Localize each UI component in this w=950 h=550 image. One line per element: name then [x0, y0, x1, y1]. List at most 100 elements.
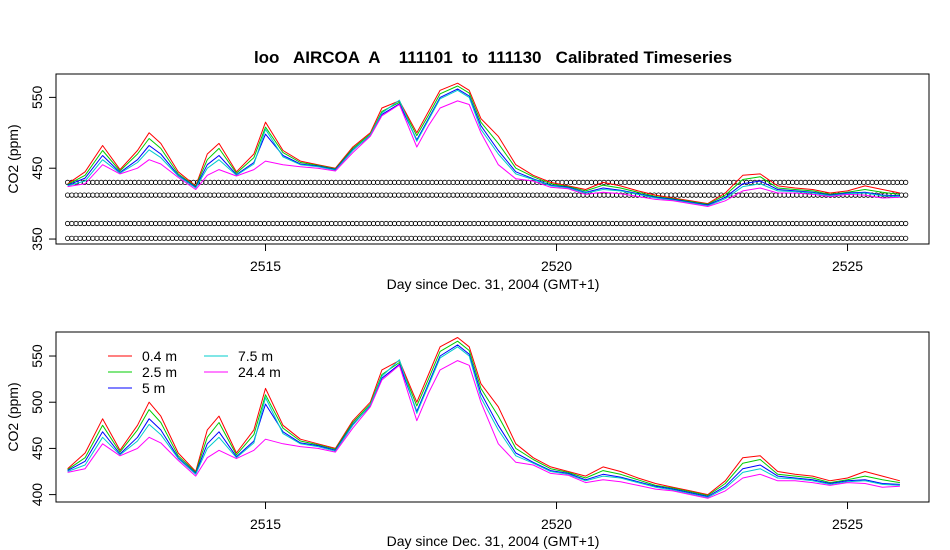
calibration-point	[865, 235, 871, 241]
calibration-point	[425, 235, 431, 241]
calibration-point	[328, 192, 335, 198]
calibration-point	[157, 192, 163, 198]
calibration-point	[333, 235, 339, 241]
calibration-point	[504, 179, 511, 185]
calibration-point	[387, 235, 393, 241]
calibration-point	[391, 192, 398, 198]
bottom-series-line-2	[67, 340, 900, 496]
calibration-point	[433, 179, 439, 185]
calibration-point	[597, 192, 603, 198]
calibration-point	[823, 179, 829, 185]
calibration-point	[391, 179, 398, 185]
calibration-point	[375, 179, 381, 185]
calibration-point	[400, 220, 406, 227]
calibration-point	[404, 179, 410, 185]
calibration-point	[295, 192, 301, 198]
calibration-point	[785, 220, 792, 227]
calibration-point	[308, 179, 314, 185]
calibration-point	[739, 235, 745, 241]
calibration-point	[894, 235, 900, 241]
calibration-point	[764, 220, 771, 227]
calibration-point	[291, 220, 297, 227]
calibration-point	[463, 179, 469, 185]
calibration-point	[798, 235, 804, 241]
calibration-point	[341, 192, 347, 198]
calibration-point	[551, 192, 557, 198]
calibration-point	[727, 220, 733, 227]
calibration-point	[567, 192, 574, 198]
calibration-point	[815, 220, 821, 227]
calibration-point	[341, 220, 347, 227]
calibration-point	[517, 192, 523, 198]
calibration-point	[903, 179, 909, 185]
calibration-point	[563, 179, 569, 185]
calibration-point	[509, 192, 515, 198]
calibration-point	[303, 192, 310, 198]
calibration-point	[463, 192, 469, 198]
calibration-point	[655, 220, 662, 227]
calibration-point	[597, 235, 603, 241]
calibration-point	[437, 192, 444, 198]
calibration-point	[752, 192, 758, 198]
calibration-point	[291, 235, 297, 241]
calibration-point	[467, 179, 473, 185]
calibration-point	[815, 235, 821, 241]
calibration-point	[525, 192, 532, 198]
calibration-point	[119, 179, 125, 185]
calibration-point	[354, 179, 360, 185]
calibration-point	[132, 192, 138, 198]
calibration-point	[567, 179, 574, 185]
calibration-point	[521, 235, 528, 241]
calibration-point	[446, 192, 452, 198]
calibration-point	[224, 179, 230, 185]
calibration-point	[810, 220, 817, 227]
calibration-point	[873, 235, 880, 241]
calibration-point	[722, 220, 729, 227]
calibration-point	[513, 220, 519, 227]
bottom-series-line-3	[67, 344, 900, 497]
calibration-point	[861, 235, 867, 241]
calibration-point	[111, 235, 117, 241]
calibration-point	[316, 235, 322, 241]
calibration-point	[475, 179, 481, 185]
calibration-point	[387, 179, 393, 185]
calibration-point	[551, 235, 557, 241]
calibration-point	[689, 235, 695, 241]
bottom-series-line-5	[67, 360, 900, 499]
calibration-point	[203, 179, 209, 185]
calibration-point	[425, 192, 431, 198]
calibration-point	[517, 235, 523, 241]
calibration-point	[157, 220, 163, 227]
calibration-point	[513, 179, 519, 185]
calibration-point	[354, 220, 360, 227]
calibration-point	[748, 220, 754, 227]
calibration-point	[685, 235, 691, 241]
calibration-point	[375, 235, 381, 241]
calibration-point	[341, 235, 347, 241]
x-tick-label: 2525	[832, 516, 863, 532]
calibration-point	[639, 235, 645, 241]
calibration-point	[710, 179, 716, 185]
calibration-point	[748, 235, 754, 241]
calibration-point	[530, 235, 536, 241]
calibration-point	[492, 192, 498, 198]
calibration-point	[572, 192, 578, 198]
calibration-point	[823, 220, 829, 227]
calibration-point	[316, 179, 322, 185]
calibration-point	[676, 220, 683, 227]
calibration-point	[211, 179, 217, 185]
calibration-point	[873, 179, 880, 185]
calibration-point	[840, 235, 846, 241]
calibration-point	[429, 235, 435, 241]
top-x-axis-label: Day since Dec. 31, 2004 (GMT+1)	[387, 276, 600, 292]
calibration-point	[697, 235, 704, 241]
calibration-point	[425, 220, 431, 227]
calibration-point	[127, 220, 134, 227]
calibration-point	[245, 179, 251, 185]
calibration-point	[429, 220, 435, 227]
calibration-point	[421, 179, 427, 185]
top-y-axis-label: CO2 (ppm)	[5, 124, 21, 193]
calibration-point	[521, 179, 528, 185]
calibration-point	[768, 235, 775, 241]
calibration-point	[743, 220, 750, 227]
